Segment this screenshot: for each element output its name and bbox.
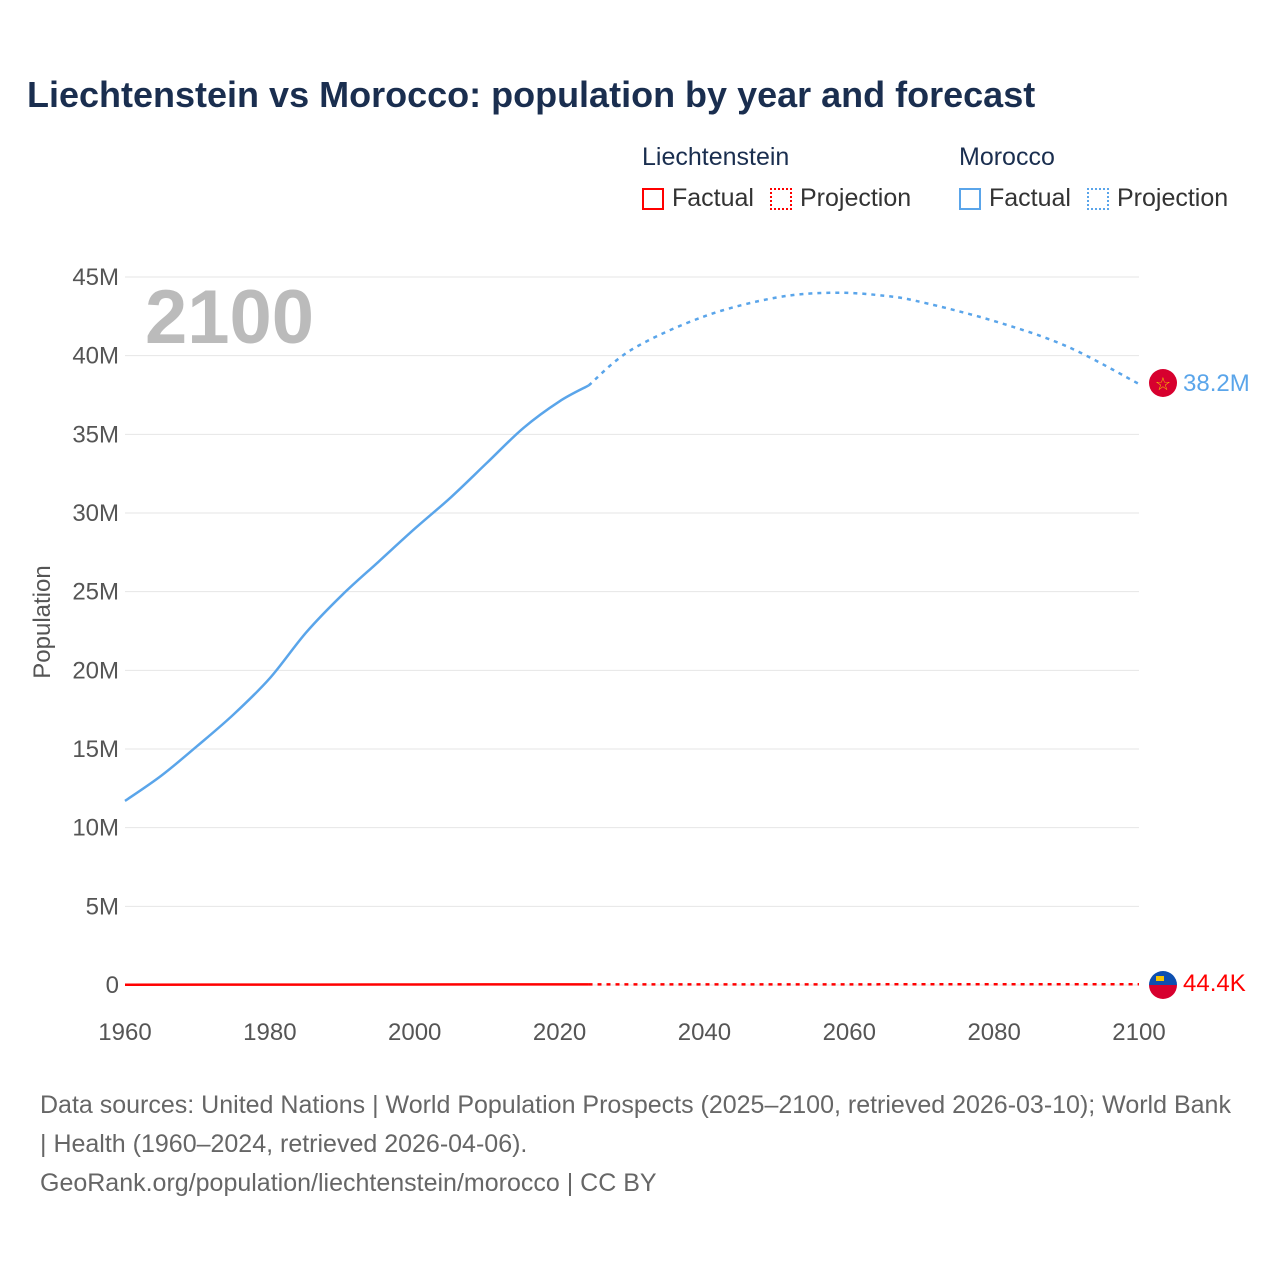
year-overlay: 2100 xyxy=(145,275,314,360)
liechtenstein-end-label: 44.4K xyxy=(1183,970,1246,997)
y-tick-label: 30M xyxy=(72,500,119,527)
legend-swatch-factual xyxy=(642,187,664,210)
legend-group-label: Liechtenstein xyxy=(642,143,790,171)
y-tick-label: 40M xyxy=(72,343,119,370)
y-tick-label: 45M xyxy=(72,264,119,291)
legend-swatch-projection xyxy=(769,187,792,210)
y-tick-label: 5M xyxy=(86,893,119,920)
legend-projection[interactable]: Projection xyxy=(799,184,912,212)
svg-text:☆: ☆ xyxy=(1155,374,1171,394)
x-tick-label: 1960 xyxy=(98,1019,151,1046)
x-tick-label: 2100 xyxy=(1112,1019,1165,1046)
legend-morocco: Morocco Factual Projection xyxy=(959,143,1228,213)
legend-factual[interactable]: Factual xyxy=(672,184,754,212)
legend-factual[interactable]: Factual xyxy=(989,184,1071,212)
legend-swatch-factual xyxy=(959,187,981,210)
y-tick-label: 20M xyxy=(72,657,119,684)
x-tick-label: 2020 xyxy=(533,1019,586,1046)
x-tick-label: 2000 xyxy=(388,1019,441,1046)
data-sources: Data sources: United Nations | World Pop… xyxy=(40,1091,1231,1158)
morocco-end-label: 38.2M xyxy=(1183,370,1250,397)
y-axis-label: Population xyxy=(29,565,56,678)
legend-liechtenstein: Liechtenstein Factual Projection xyxy=(642,143,927,213)
y-tick-label: 10M xyxy=(72,815,119,842)
x-tick-label: 2060 xyxy=(823,1019,876,1046)
morocco-flag-icon: ☆ xyxy=(1149,369,1177,397)
y-tick-label: 25M xyxy=(72,579,119,606)
y-tick-label: 0 xyxy=(106,972,119,999)
chart-title: Liechtenstein vs Morocco: population by … xyxy=(27,74,1036,115)
legend-group-label: Morocco xyxy=(959,143,1055,171)
legend-swatch-projection xyxy=(1086,187,1109,210)
liechtenstein-flag-icon xyxy=(1149,971,1177,999)
morocco-factual-line xyxy=(124,384,590,802)
x-tick-label: 2040 xyxy=(678,1019,731,1046)
source-link[interactable]: GeoRank.org/population/liechtenstein/mor… xyxy=(40,1169,657,1197)
footer: Data sources: United Nations | World Pop… xyxy=(40,1086,1240,1203)
legend-projection[interactable]: Projection xyxy=(1116,184,1229,212)
x-tick-label: 2080 xyxy=(967,1019,1020,1046)
y-tick-label: 15M xyxy=(72,736,119,763)
x-tick-label: 1980 xyxy=(243,1019,296,1046)
y-tick-label: 35M xyxy=(72,421,119,448)
morocco-projection-line xyxy=(587,291,1140,387)
